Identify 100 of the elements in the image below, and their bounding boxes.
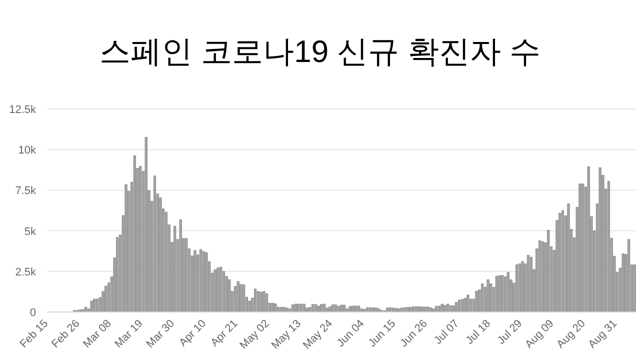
bar bbox=[262, 291, 266, 312]
bar bbox=[228, 279, 231, 312]
bar bbox=[214, 270, 216, 312]
bar bbox=[332, 304, 334, 312]
bar bbox=[90, 300, 93, 312]
x-tick-label: Jun 26 bbox=[398, 318, 430, 350]
bar bbox=[480, 284, 484, 312]
bar bbox=[286, 308, 288, 312]
x-tick-label: Jul 07 bbox=[432, 318, 462, 347]
bar bbox=[300, 304, 303, 312]
bar bbox=[378, 308, 380, 312]
bar bbox=[386, 308, 389, 312]
bar bbox=[363, 309, 366, 312]
bar bbox=[495, 276, 498, 312]
x-tick-label: Apr 10 bbox=[177, 318, 209, 350]
bar bbox=[199, 249, 202, 312]
bar bbox=[458, 300, 461, 312]
bar bbox=[153, 176, 156, 312]
bar bbox=[297, 304, 300, 312]
bar bbox=[547, 230, 550, 312]
y-tick-label: 2.5k bbox=[15, 266, 36, 278]
chart-title: 스페인 코로나19 신규 확진자 수 bbox=[100, 34, 540, 69]
bar bbox=[432, 308, 435, 312]
bar bbox=[455, 302, 458, 312]
x-tick-label: Jul 18 bbox=[464, 318, 494, 347]
x-tick-label: May 13 bbox=[269, 318, 304, 352]
bar bbox=[530, 256, 532, 312]
y-tick-label: 5k bbox=[24, 226, 36, 238]
bar bbox=[587, 166, 590, 312]
bar bbox=[326, 308, 328, 312]
bar bbox=[598, 167, 602, 312]
bar bbox=[82, 309, 84, 312]
x-tick-label: Feb 26 bbox=[49, 318, 82, 350]
bar bbox=[460, 299, 464, 312]
y-tick-label: 0 bbox=[30, 307, 36, 319]
x-tick-label: Jul 29 bbox=[495, 318, 525, 347]
bar bbox=[400, 308, 404, 312]
bar bbox=[256, 291, 260, 312]
bar bbox=[116, 237, 119, 312]
bar bbox=[320, 304, 323, 312]
bar bbox=[538, 240, 542, 312]
y-tick-label: 7.5k bbox=[15, 185, 36, 198]
x-tick-label: Apr 21 bbox=[208, 318, 240, 350]
bar bbox=[302, 304, 306, 312]
bar bbox=[306, 308, 308, 312]
bar bbox=[242, 284, 246, 312]
bar bbox=[322, 304, 326, 312]
y-tick-label: 12.5k bbox=[9, 104, 36, 116]
bar bbox=[372, 307, 374, 312]
bar bbox=[466, 294, 470, 312]
bar bbox=[314, 304, 317, 312]
bar bbox=[133, 155, 136, 312]
y-tick-label: 10k bbox=[18, 144, 36, 157]
bar bbox=[582, 184, 584, 312]
bar bbox=[164, 212, 168, 312]
x-tick-label: Feb 15 bbox=[18, 318, 51, 350]
bar bbox=[490, 284, 492, 312]
bar bbox=[343, 304, 346, 312]
bar bbox=[104, 286, 108, 312]
bar bbox=[628, 239, 630, 312]
bar bbox=[308, 307, 312, 312]
bar bbox=[389, 307, 392, 312]
bar bbox=[266, 293, 268, 312]
bar bbox=[274, 304, 277, 312]
bar bbox=[220, 266, 222, 312]
bar bbox=[446, 304, 450, 312]
bar bbox=[96, 298, 99, 312]
bar bbox=[337, 306, 340, 312]
x-tick-label: May 02 bbox=[238, 318, 272, 352]
bar bbox=[501, 275, 504, 312]
bar bbox=[470, 298, 472, 312]
bar bbox=[354, 306, 358, 312]
bar bbox=[280, 306, 282, 312]
bar bbox=[328, 306, 332, 312]
x-tick-label: Mar 08 bbox=[81, 318, 114, 350]
bar bbox=[438, 306, 440, 312]
bar bbox=[357, 306, 360, 312]
bar bbox=[360, 308, 363, 312]
bar bbox=[254, 288, 257, 312]
bar bbox=[185, 238, 188, 312]
x-tick-label: Mar 30 bbox=[144, 318, 177, 350]
bar bbox=[406, 307, 409, 312]
bar bbox=[561, 210, 564, 312]
bar bbox=[418, 306, 420, 312]
x-tick-label: Aug 31 bbox=[586, 318, 620, 351]
bar bbox=[144, 137, 148, 312]
bar bbox=[607, 181, 610, 312]
bar bbox=[93, 298, 96, 312]
x-tick-label: Aug 09 bbox=[523, 318, 556, 351]
bar bbox=[174, 226, 176, 312]
x-tick-label: Aug 20 bbox=[554, 318, 588, 351]
bar bbox=[311, 304, 314, 312]
x-tick-label: Mar 19 bbox=[112, 318, 146, 350]
bar bbox=[202, 251, 205, 312]
bar bbox=[518, 264, 521, 312]
bar bbox=[348, 306, 352, 312]
bar bbox=[558, 212, 562, 312]
bar bbox=[366, 307, 369, 312]
bar bbox=[526, 254, 530, 312]
x-tick-label: Jun 15 bbox=[366, 318, 398, 350]
